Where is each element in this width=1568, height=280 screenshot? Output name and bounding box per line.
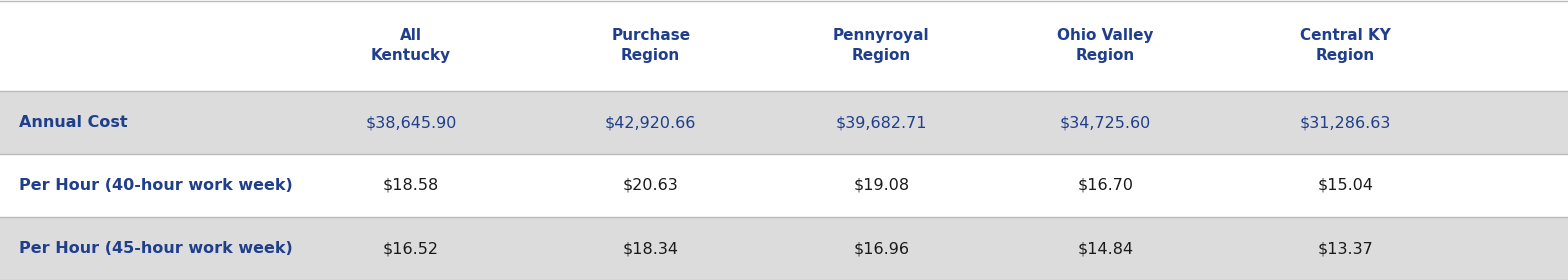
Text: $18.58: $18.58 xyxy=(383,178,439,193)
Text: Pennyroyal
Region: Pennyroyal Region xyxy=(833,28,930,63)
Bar xyxy=(0,91,1568,154)
Text: $16.52: $16.52 xyxy=(383,241,439,256)
Text: $15.04: $15.04 xyxy=(1317,178,1374,193)
Text: $16.96: $16.96 xyxy=(853,241,909,256)
Bar xyxy=(0,217,1568,280)
Text: Purchase
Region: Purchase Region xyxy=(612,28,690,63)
Text: $14.84: $14.84 xyxy=(1077,241,1134,256)
Text: $20.63: $20.63 xyxy=(622,178,679,193)
Text: $16.70: $16.70 xyxy=(1077,178,1134,193)
Text: $18.34: $18.34 xyxy=(622,241,679,256)
Text: $13.37: $13.37 xyxy=(1317,241,1374,256)
Text: Central KY
Region: Central KY Region xyxy=(1300,28,1391,63)
Text: $19.08: $19.08 xyxy=(853,178,909,193)
Text: $42,920.66: $42,920.66 xyxy=(605,115,696,130)
Text: $34,725.60: $34,725.60 xyxy=(1060,115,1151,130)
Text: All
Kentucky: All Kentucky xyxy=(370,28,452,63)
Text: $39,682.71: $39,682.71 xyxy=(836,115,927,130)
Text: $31,286.63: $31,286.63 xyxy=(1300,115,1391,130)
Text: Per Hour (40-hour work week): Per Hour (40-hour work week) xyxy=(19,178,293,193)
Text: Annual Cost: Annual Cost xyxy=(19,115,127,130)
Text: $38,645.90: $38,645.90 xyxy=(365,115,456,130)
Text: Per Hour (45-hour work week): Per Hour (45-hour work week) xyxy=(19,241,293,256)
Text: Ohio Valley
Region: Ohio Valley Region xyxy=(1057,28,1154,63)
